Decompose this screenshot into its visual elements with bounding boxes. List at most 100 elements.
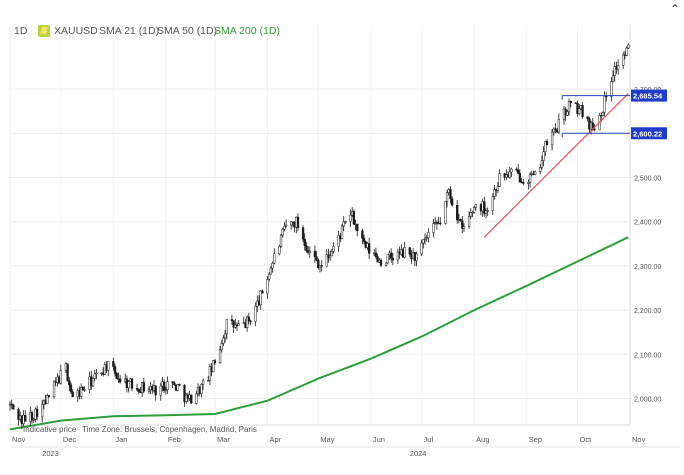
candle-body <box>284 224 288 227</box>
indicator-sma200-label[interactable]: SMA 200 (1D) <box>214 25 280 37</box>
candle-body <box>581 105 584 117</box>
indicator-sma21-label[interactable]: SMA 21 (1D) <box>99 25 160 37</box>
candle-body <box>320 265 323 267</box>
candle-body <box>249 320 252 322</box>
indicative-price-note: Indicative price <box>23 425 77 434</box>
candle-body <box>533 171 537 175</box>
candle-body <box>171 381 174 384</box>
indicator-sma50-label[interactable]: SMA 50 (1D) <box>157 25 218 37</box>
symbol-selector[interactable]: XAUUSD <box>38 25 98 37</box>
candle-body <box>540 160 544 168</box>
candle-body <box>403 247 406 258</box>
candle-body <box>367 243 371 254</box>
candle-body <box>528 174 532 183</box>
x-tick-label: Dec <box>63 435 77 444</box>
candle-body <box>344 221 347 223</box>
candle-body <box>68 380 71 386</box>
candle-body <box>137 389 140 393</box>
candle-body <box>254 305 257 322</box>
candle-body <box>427 232 430 239</box>
candle-body <box>79 387 83 397</box>
candle-body <box>115 373 118 379</box>
candle-body <box>166 381 169 390</box>
candle-body <box>223 333 227 339</box>
candle-body <box>576 102 579 114</box>
candle-body <box>391 258 394 261</box>
candle-body <box>379 260 383 266</box>
candle-body <box>218 349 222 363</box>
candle-body <box>95 372 98 375</box>
candle-body <box>35 408 39 418</box>
candle-body <box>176 384 179 391</box>
candle-body <box>461 220 464 229</box>
candle-body <box>246 316 249 328</box>
candle-body <box>510 168 513 173</box>
candle-body <box>603 95 606 113</box>
candle-body <box>296 216 300 228</box>
candle-body <box>527 182 530 184</box>
candle-body <box>432 223 435 233</box>
candle-body <box>493 189 496 197</box>
level-badge-label: 2,685.54 <box>633 92 663 101</box>
candle-body <box>330 251 334 257</box>
x-tick-label: Oct <box>579 435 592 444</box>
candle-body <box>234 324 237 328</box>
candle-body <box>337 235 340 247</box>
candle-body <box>425 237 428 239</box>
level-badge <box>631 89 667 102</box>
candle-body <box>232 320 235 328</box>
candle-body <box>567 101 571 113</box>
x-tick-label: Nov <box>632 435 646 444</box>
candle-body <box>163 381 166 391</box>
candle-body <box>384 262 388 266</box>
candle-body <box>557 119 561 133</box>
candle-body <box>41 403 44 418</box>
candle-body <box>135 388 139 390</box>
candle-body <box>611 75 615 82</box>
candle-body <box>352 211 356 225</box>
candle-body <box>445 192 449 202</box>
candle-body <box>10 403 13 406</box>
candle-body <box>625 47 628 56</box>
candle-body <box>315 256 318 261</box>
candle-body <box>268 273 271 280</box>
candle-body <box>164 389 167 391</box>
y-tick-label: 2,300.00 <box>634 264 661 271</box>
candle-body <box>317 260 320 268</box>
candle-body <box>195 393 198 404</box>
symbol-label: XAUUSD <box>54 25 98 37</box>
candle-body <box>578 108 581 114</box>
y-tick-label: 2,400.00 <box>634 220 661 227</box>
x-tick-label: Sep <box>529 435 542 444</box>
candle-body <box>178 384 181 386</box>
candle-body <box>154 385 157 396</box>
candle-body <box>605 95 608 98</box>
candle-body <box>396 251 400 261</box>
candle-body <box>542 151 545 161</box>
candle-body <box>93 373 96 379</box>
candle-body <box>273 253 276 264</box>
candle-body <box>517 169 520 174</box>
expand-icon[interactable]: ⌃ <box>669 2 680 16</box>
x-tick-label: Feb <box>168 435 181 444</box>
x-tick-label: Jan <box>115 435 127 444</box>
candle-body <box>66 363 69 381</box>
candle-body <box>30 412 34 420</box>
candle-body <box>444 201 447 224</box>
candle-body <box>610 81 613 97</box>
candle-body <box>486 210 489 212</box>
candle-body <box>456 204 459 221</box>
candle-body <box>473 207 476 213</box>
candle-body <box>349 214 352 222</box>
candle-body <box>24 415 27 422</box>
candle-body <box>290 221 293 226</box>
candle-body <box>362 237 366 242</box>
candle-body <box>147 389 151 392</box>
candle-body <box>91 378 95 387</box>
timeframe-label[interactable]: 1D <box>14 25 28 37</box>
candle-body <box>422 239 425 244</box>
x-tick-label: Aug <box>476 435 489 444</box>
candle-body <box>544 141 547 152</box>
candle-body <box>71 391 74 398</box>
